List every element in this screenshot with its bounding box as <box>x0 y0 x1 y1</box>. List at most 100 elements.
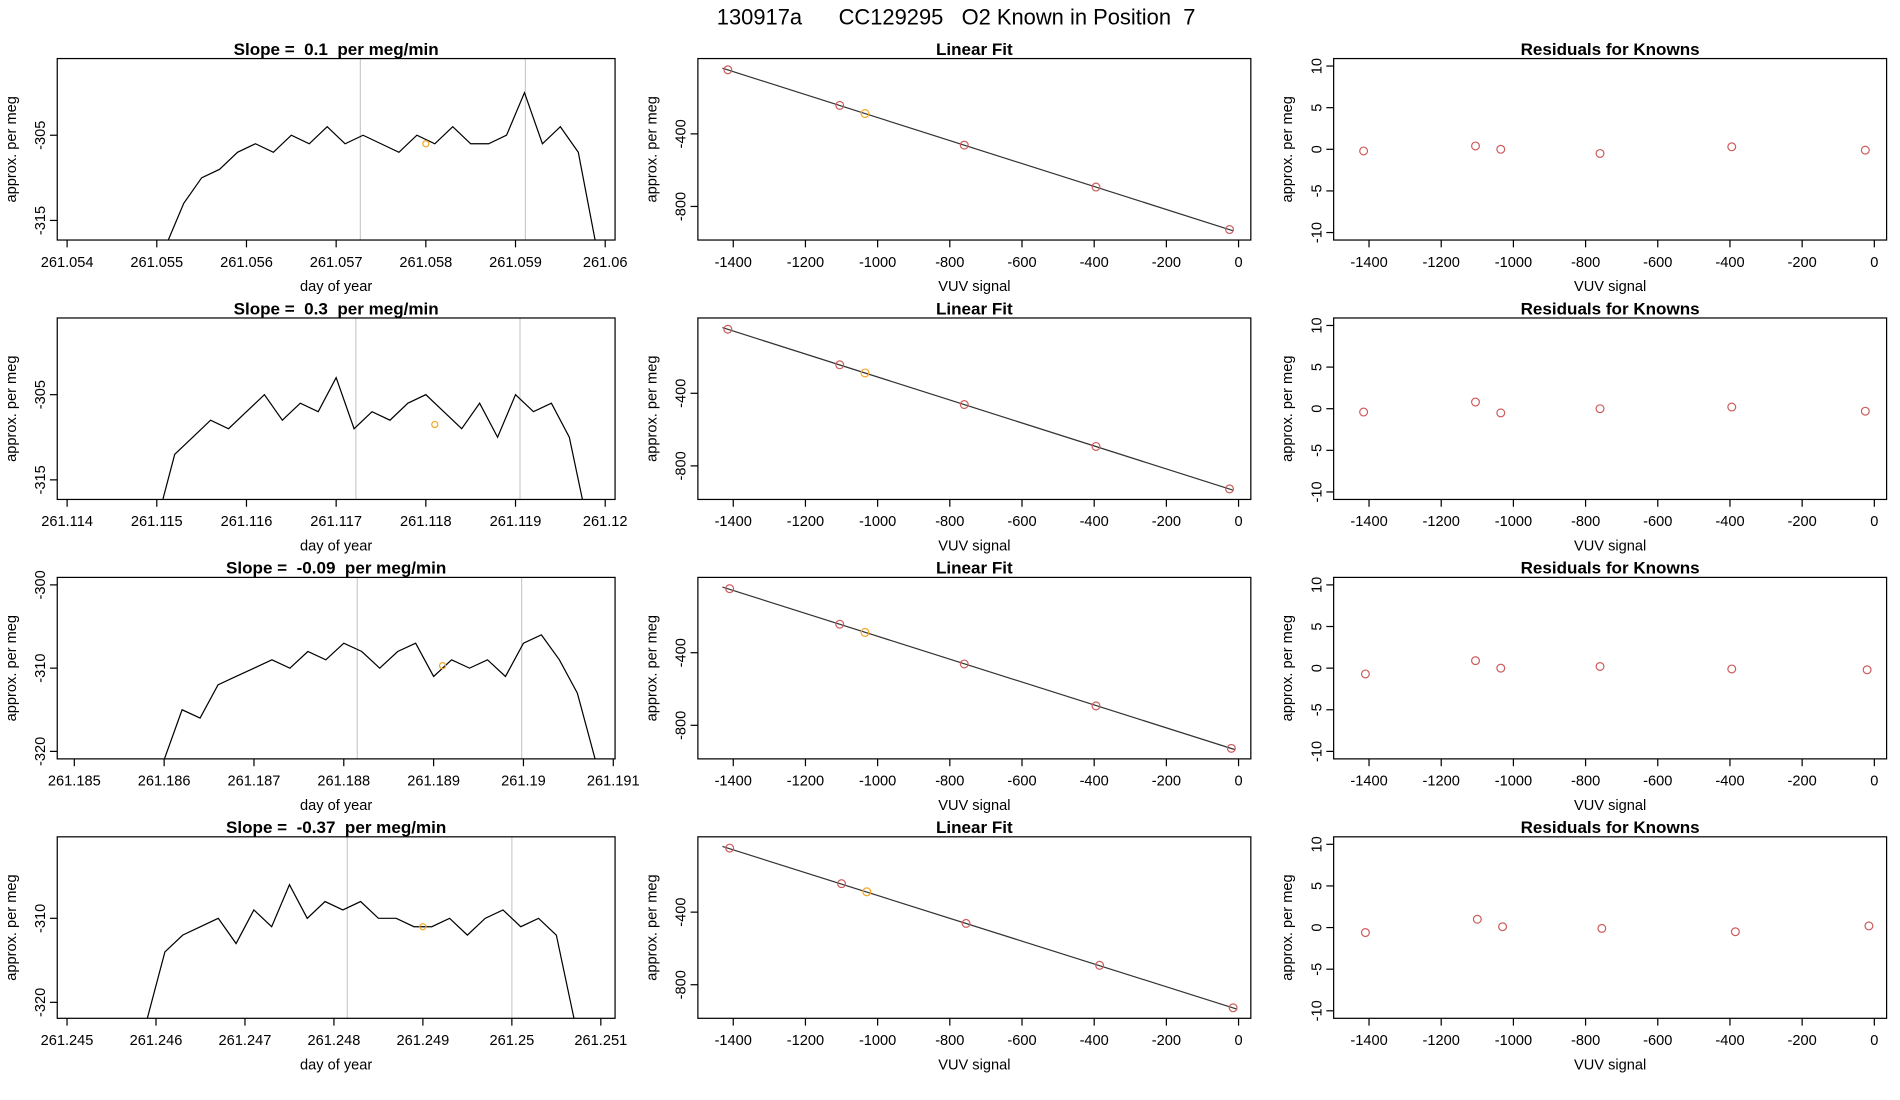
plot-area <box>1360 656 1872 679</box>
plot-frame <box>697 576 1252 760</box>
x-tick-label: -1200 <box>1423 1033 1460 1049</box>
y-tick-label: -320 <box>33 988 49 1017</box>
y-tick-label: -310 <box>33 904 49 933</box>
fit-line <box>722 586 1236 751</box>
y-axis-label: approx. per meg <box>644 356 660 462</box>
point <box>860 368 870 378</box>
point <box>723 324 733 334</box>
point <box>1225 225 1235 235</box>
x-axis-label: VUV signal <box>938 539 1010 555</box>
x-tick-label: 261.191 <box>587 774 640 790</box>
x-axis-label: day of year <box>300 1057 372 1073</box>
y-axis-label: approx. per meg <box>1280 874 1296 980</box>
x-tick-label: -1000 <box>859 774 896 790</box>
panel: Slope = -0.09 per meg/min day of year appr… <box>4 559 640 814</box>
point <box>835 360 845 370</box>
point <box>1091 701 1101 711</box>
panel-title: Slope = -0.09 per meg/min <box>226 559 446 578</box>
x-tick-label: 261.187 <box>228 774 281 790</box>
panel-title: Linear Fit <box>936 299 1013 318</box>
y-tick-label: -5 <box>1309 703 1325 716</box>
point <box>835 100 845 110</box>
point <box>959 140 969 150</box>
y-tick-label: -800 <box>674 711 690 740</box>
y-axis-label: approx. per meg <box>1280 615 1296 721</box>
y-axis-label: approx. per meg <box>1280 356 1296 462</box>
x-tick-label: -400 <box>1080 1033 1109 1049</box>
x-tick-label: -400 <box>1080 514 1109 530</box>
x-tick-label: -200 <box>1152 774 1181 790</box>
x-tick-label: -800 <box>935 774 964 790</box>
plot-frame <box>1333 57 1888 241</box>
x-axis-label: VUV signal <box>938 1057 1010 1073</box>
main-title: 130917a CC129295 O2 Known in Position 7 <box>717 4 1196 29</box>
x-tick-label: 0 <box>1870 255 1878 271</box>
point <box>1360 669 1370 679</box>
panel: Linear Fit VUV signal approx. per meg -1400… <box>644 559 1252 814</box>
y-tick-label: -400 <box>674 379 690 408</box>
x-tick-label: 261.19 <box>501 774 546 790</box>
panel: Linear Fit VUV signal approx. per meg -1400… <box>644 40 1252 295</box>
x-tick-label: -600 <box>1007 255 1036 271</box>
point <box>1595 148 1605 158</box>
x-tick-label: -1000 <box>1495 255 1532 271</box>
x-tick-label: -1400 <box>1350 255 1387 271</box>
fit-line <box>722 67 1234 232</box>
x-tick-label: -1200 <box>787 514 824 530</box>
x-tick-label: -1400 <box>1350 774 1387 790</box>
point <box>1359 407 1369 417</box>
y-tick-label: 10 <box>1309 577 1325 593</box>
plot-frame <box>697 57 1252 241</box>
y-tick-label: -5 <box>1309 184 1325 197</box>
x-tick-label: 261.117 <box>310 514 362 530</box>
panel-title: Slope = 0.1 per meg/min <box>234 40 439 59</box>
panel: Residuals for Knowns VUV signal approx. pe… <box>1280 559 1888 814</box>
x-axis-label: VUV signal <box>938 798 1010 814</box>
y-tick-label: -10 <box>1309 481 1325 502</box>
x-tick-label: -1000 <box>859 255 896 271</box>
panel-title: Linear Fit <box>936 40 1013 59</box>
x-tick-label: -600 <box>1643 774 1672 790</box>
x-tick-label: -200 <box>1152 1033 1181 1049</box>
panel-title: Slope = 0.3 per meg/min <box>234 299 439 318</box>
panel-title: Slope = -0.37 per meg/min <box>226 818 446 837</box>
x-tick-label: 261.114 <box>41 514 93 530</box>
y-axis-label: approx. per meg <box>644 615 660 721</box>
x-tick-label: 0 <box>1870 1033 1878 1049</box>
x-tick-label: -800 <box>1571 774 1600 790</box>
y-axis-label: approx. per meg <box>644 874 660 980</box>
plot-area <box>162 317 584 500</box>
y-tick-label: 5 <box>1309 104 1325 112</box>
highlight-point <box>431 420 439 429</box>
data-line <box>163 634 596 759</box>
fit-line <box>722 845 1237 1010</box>
point <box>835 619 845 629</box>
panel: Linear Fit VUV signal approx. per meg -1400… <box>644 299 1252 555</box>
x-tick-label: -1000 <box>859 1033 896 1049</box>
point <box>959 400 969 410</box>
x-tick-label: 261.055 <box>130 255 183 271</box>
point <box>1727 402 1737 412</box>
point <box>1470 397 1481 407</box>
x-tick-label: -1400 <box>1350 1033 1387 1049</box>
x-tick-label: 261.248 <box>308 1033 361 1049</box>
y-tick-label: -5 <box>1309 963 1325 976</box>
x-tick-label: -600 <box>1643 255 1672 271</box>
point <box>862 887 872 897</box>
x-tick-label: 261.186 <box>138 774 191 790</box>
point <box>1095 960 1105 970</box>
highlight-point <box>419 923 427 931</box>
x-axis-label: day of year <box>300 539 372 555</box>
point <box>1727 142 1737 152</box>
y-tick-label: 5 <box>1309 882 1325 890</box>
x-tick-label: -1400 <box>715 514 752 530</box>
y-axis-label: approx. per meg <box>4 96 20 202</box>
x-tick-label: -1200 <box>787 774 824 790</box>
x-tick-label: 261.056 <box>220 255 273 271</box>
plot-frame <box>1333 317 1888 501</box>
x-tick-label: 0 <box>1870 774 1878 790</box>
x-tick-label: -200 <box>1788 255 1817 271</box>
point <box>1860 406 1870 416</box>
plot-frame <box>697 836 1252 1019</box>
plot-area <box>1359 141 1870 158</box>
